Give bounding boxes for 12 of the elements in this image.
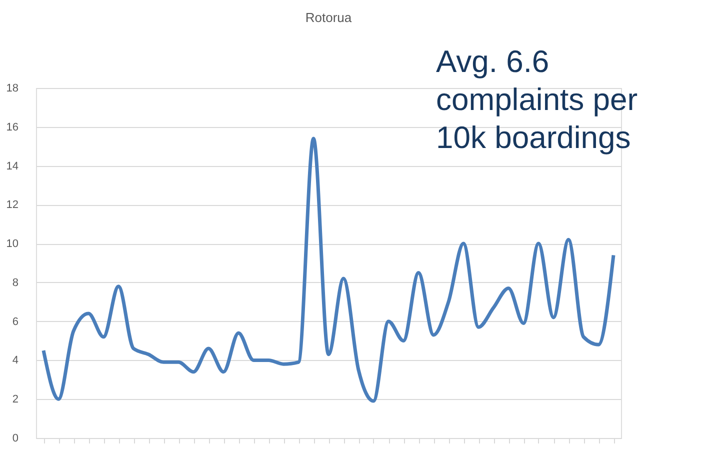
y-tick-label: 10 <box>6 238 18 250</box>
y-tick-label: 12 <box>6 199 18 212</box>
y-tick-label: 0 <box>12 432 18 444</box>
chart-title: Rotorua <box>305 10 352 25</box>
y-tick-label: 6 <box>12 316 18 328</box>
y-tick-label: 14 <box>6 160 18 172</box>
y-tick-label: 2 <box>12 394 18 406</box>
y-tick-label: 18 <box>6 82 18 94</box>
annotation: Avg. 6.6 complaints per 10k boardings <box>436 44 638 155</box>
y-tick-label: 16 <box>6 121 18 134</box>
y-tick-label: 4 <box>12 354 18 367</box>
y-tick-label: 8 <box>12 276 18 289</box>
